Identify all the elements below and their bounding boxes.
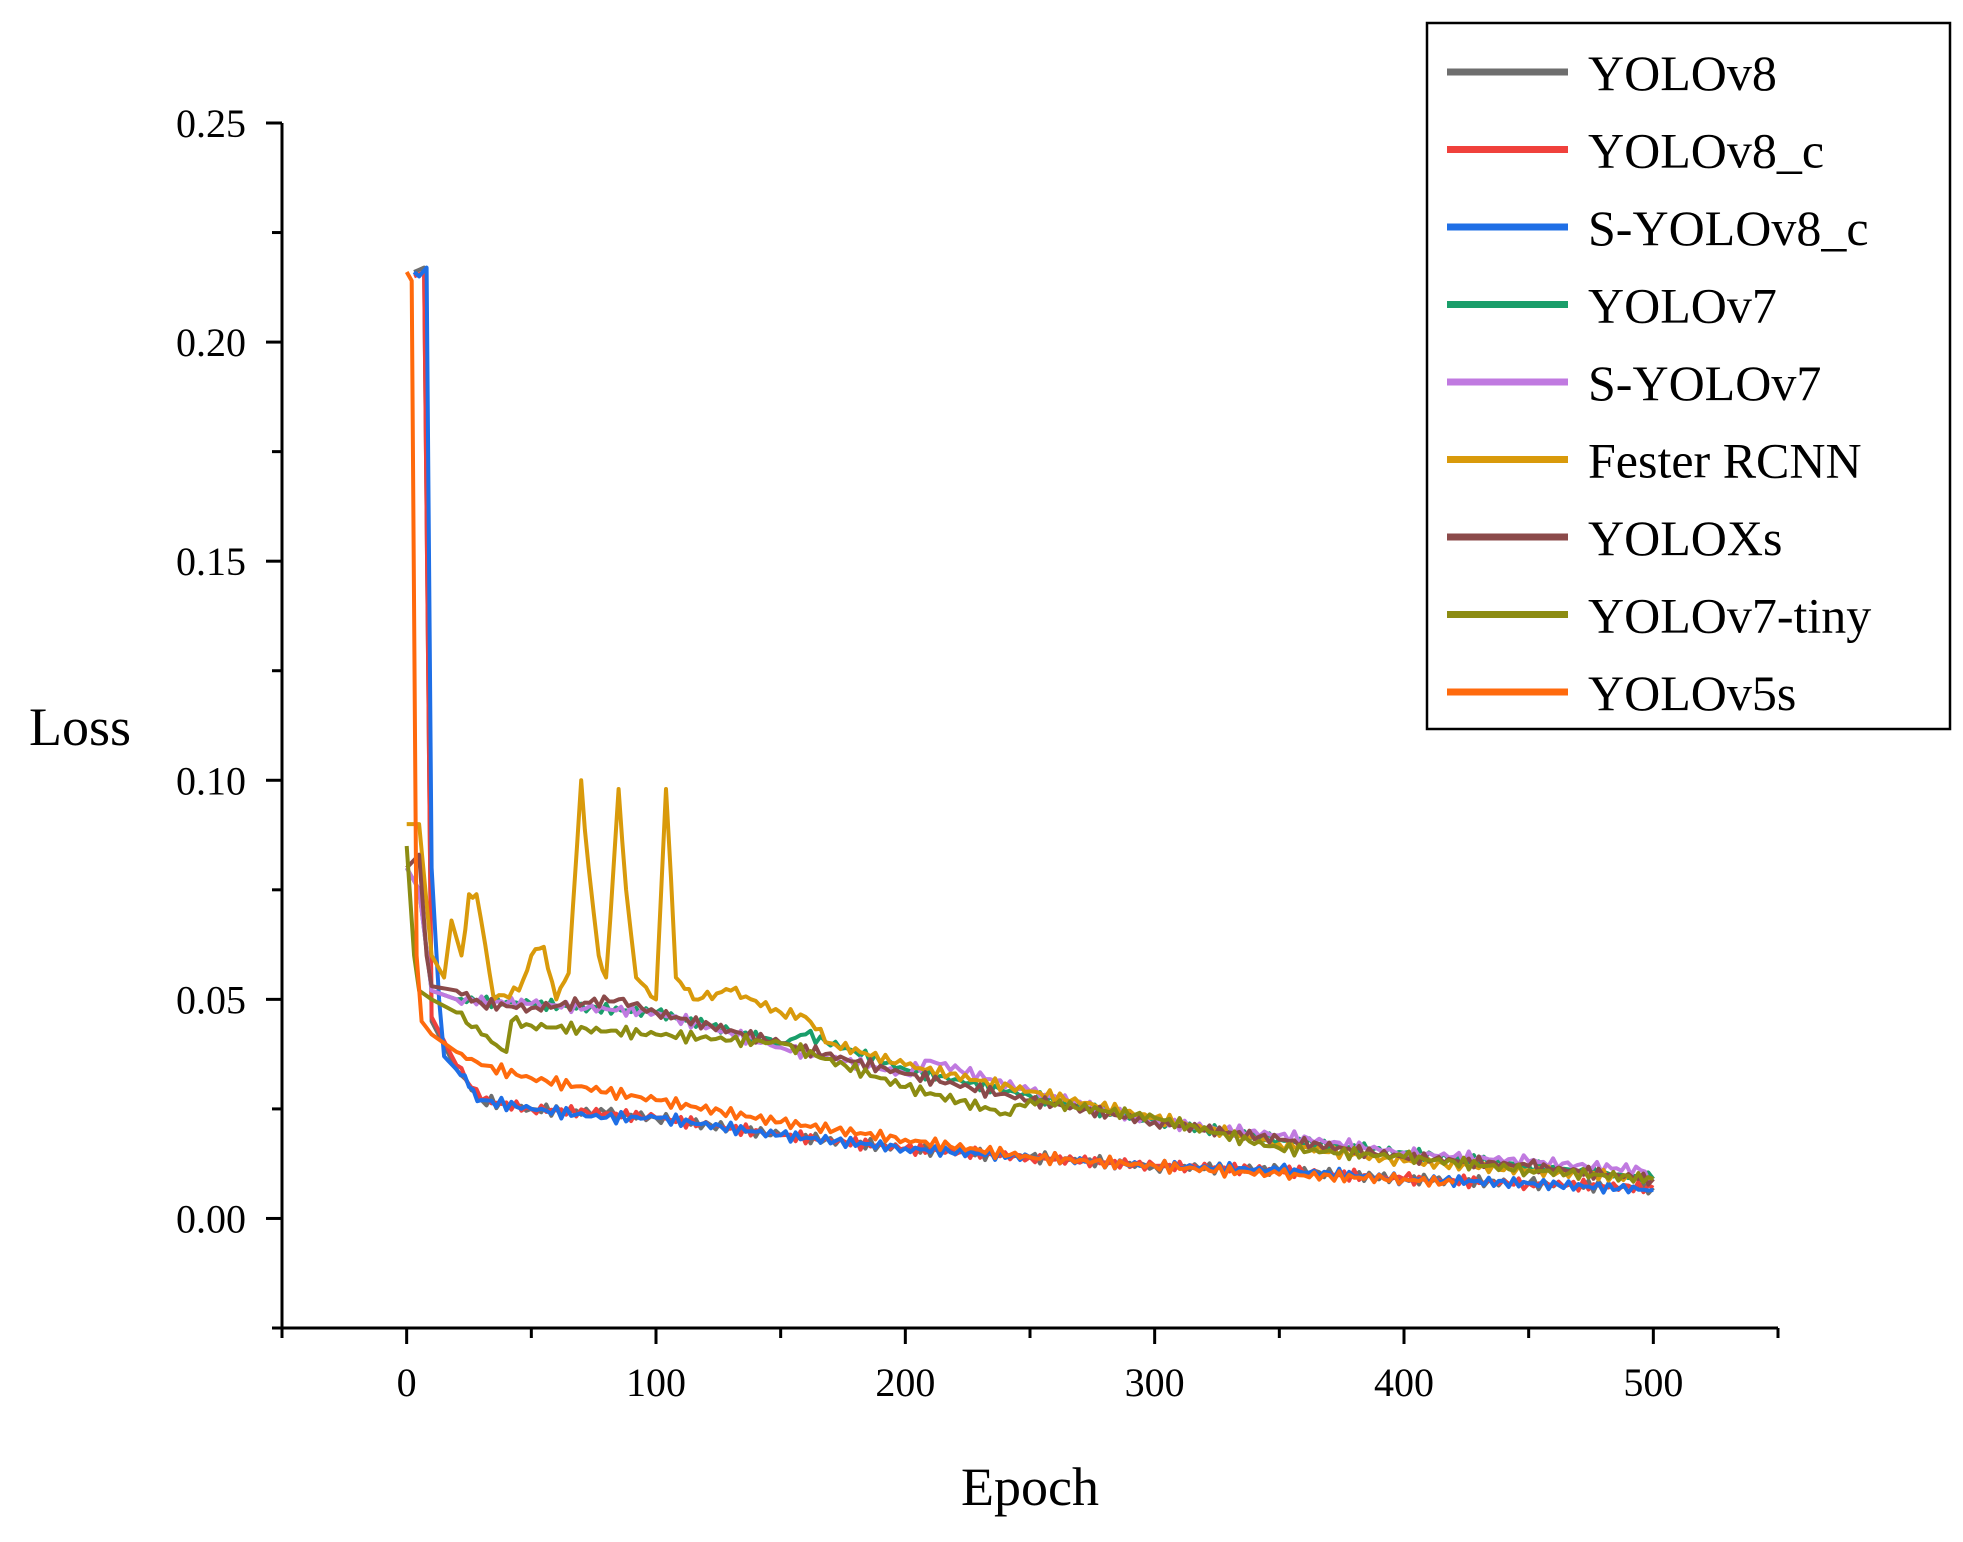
legend-label-s-yolov8-c: S-YOLOv8_c (1588, 200, 1869, 256)
y-tick-label: 0.25 (176, 101, 246, 146)
series-line-yolov7-tiny (404, 845, 1655, 1184)
legend-label-yoloxs: YOLOXs (1588, 510, 1782, 566)
legend: YOLOv8 YOLOv8_c S-YOLOv8_c YOLOv7 S-YOLOv7 Fe… (1425, 21, 1952, 731)
x-tick-label: 400 (1374, 1360, 1434, 1405)
y-tick-label: 0.10 (176, 758, 246, 803)
legend-label-yolov8: YOLOv8 (1588, 45, 1777, 101)
x-tick-label: 100 (626, 1360, 686, 1405)
x-tick-label: 300 (1125, 1360, 1185, 1405)
legend-label-yolov7: YOLOv7 (1588, 278, 1777, 334)
x-axis-title: Epoch (961, 1457, 1099, 1517)
legend-label-yolov7-tiny: YOLOv7-tiny (1588, 588, 1871, 644)
x-tick-label: 500 (1623, 1360, 1683, 1405)
legend-items: YOLOv8 YOLOv8_c S-YOLOv8_c YOLOv7 S-YOLOv7 Fe… (1447, 45, 1871, 721)
y-tick-label: 0.00 (176, 1196, 246, 1241)
axes (266, 121, 1780, 1344)
plot-lines (404, 265, 1655, 1196)
x-tick-label: 200 (875, 1360, 935, 1405)
series-line-yolov5s (404, 271, 1456, 1188)
legend-label-s-yolov7: S-YOLOv7 (1588, 355, 1821, 411)
legend-label-yolov5s: YOLOv5s (1588, 665, 1796, 721)
y-tick-labels: 0.00 0.05 0.10 0.15 0.20 0.25 (176, 101, 246, 1241)
legend-label-yolov8-c: YOLOv8_c (1588, 123, 1824, 179)
y-tick-label: 0.05 (176, 977, 246, 1022)
y-axis-title: Loss (29, 697, 131, 757)
legend-label-fester-rcnn: Fester RCNN (1588, 433, 1862, 489)
y-tick-label: 0.15 (176, 539, 246, 584)
x-tick-labels: 0 100 200 300 400 500 (397, 1360, 1684, 1405)
y-tick-label: 0.20 (176, 320, 246, 365)
x-tick-label: 0 (397, 1360, 417, 1405)
series-line-fester-rcnn (406, 778, 1654, 1183)
